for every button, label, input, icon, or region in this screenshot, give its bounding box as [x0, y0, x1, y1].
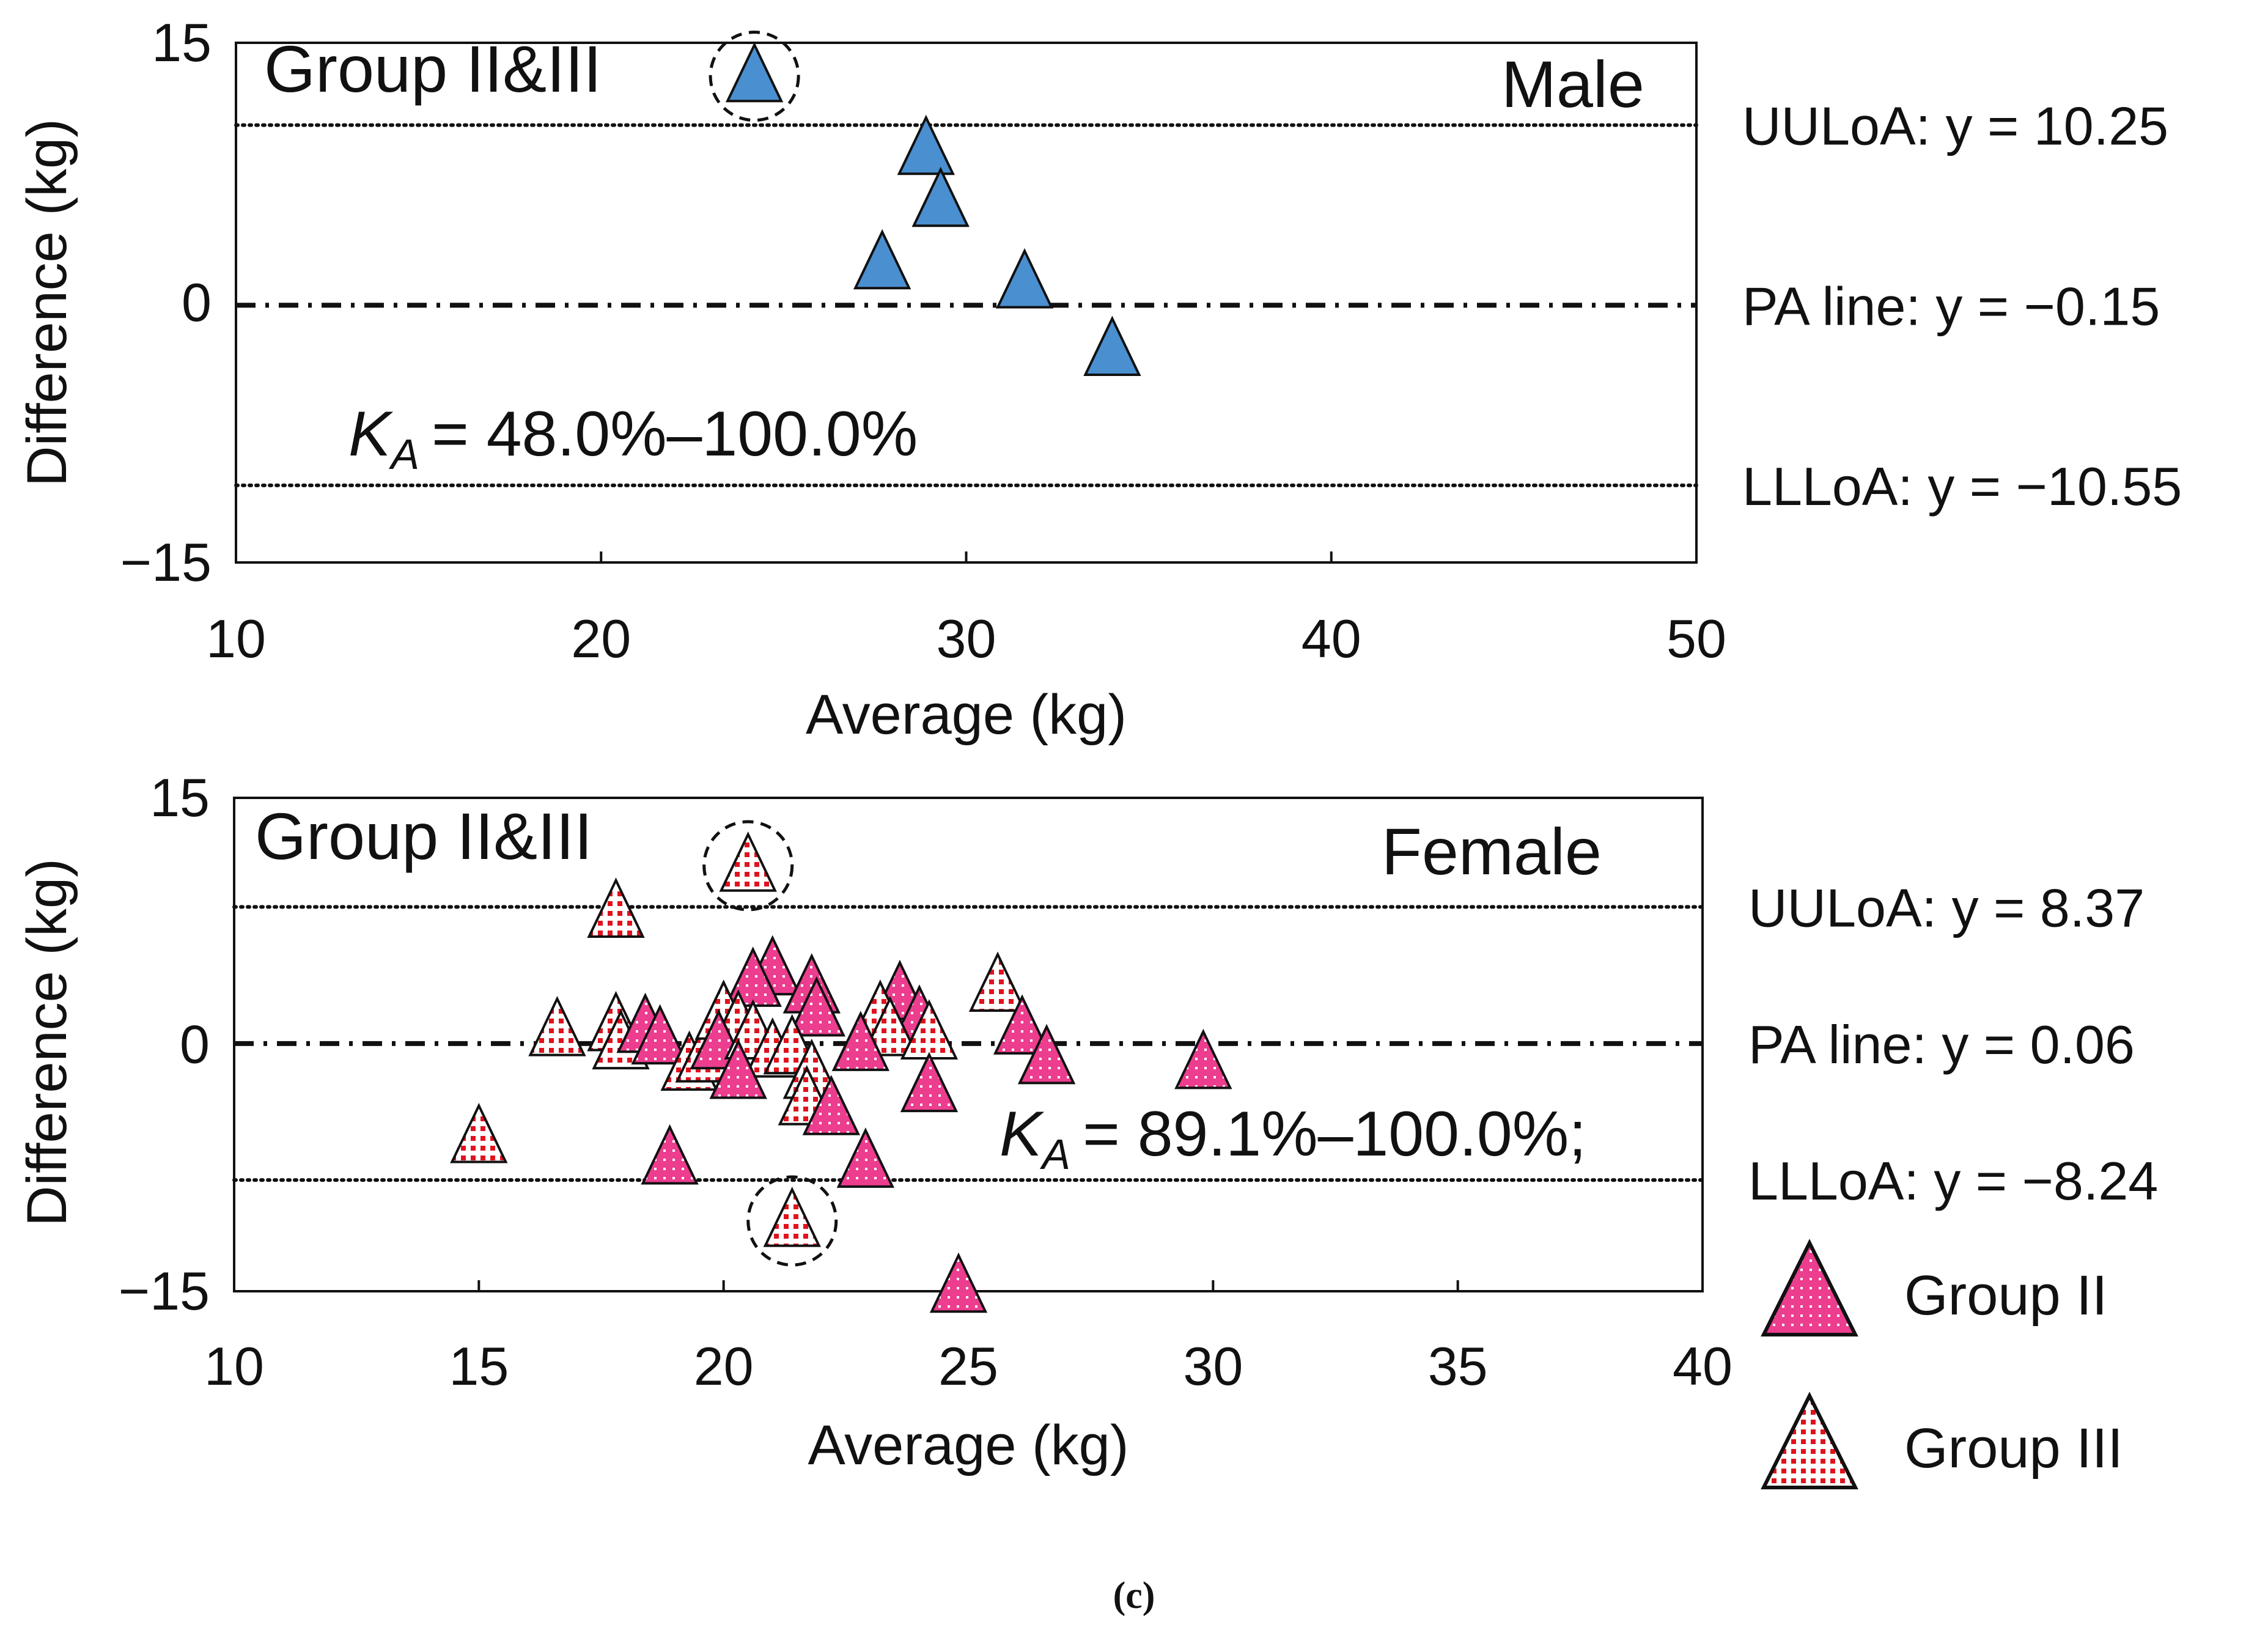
male-point-group-II-III: [897, 114, 955, 175]
female-point-group-II: [836, 1127, 895, 1188]
female-group-annotation: Group II&III: [255, 799, 592, 873]
female-point-group-III: [528, 995, 586, 1056]
female-point-group-III: [450, 1102, 508, 1163]
female-point-group-III: [587, 877, 645, 938]
female-point-group-II: [709, 1038, 767, 1099]
male-point-group-II-III: [1083, 315, 1141, 376]
male-x-axis-label: Average (kg): [806, 684, 1127, 746]
male-x-tick-label: 30: [937, 608, 996, 669]
female-ka-label: KA = 89.1%–100.0%;: [1000, 1099, 1586, 1178]
female-y-tick-label: 15: [150, 767, 210, 828]
male-y-axis-label: Difference (kg): [16, 119, 78, 487]
male-x-tick-label: 20: [571, 608, 631, 669]
female-x-tick-label: 20: [694, 1336, 754, 1396]
male-group-annotation: Group II&III: [264, 32, 602, 106]
female-point-group-III: [861, 995, 919, 1056]
female-point-group-II: [929, 1252, 988, 1313]
female-x-tick-label: 25: [938, 1336, 998, 1396]
male-outlier-circle: [709, 31, 800, 122]
female-point-group-II: [802, 1075, 860, 1135]
female-y-axis-label: Difference (kg): [16, 858, 78, 1226]
male-y-tick-label: 0: [182, 272, 212, 333]
female-point-group-II: [1174, 1028, 1232, 1089]
female-point-group-III: [763, 1187, 821, 1247]
figure-caption: (c): [1113, 1575, 1155, 1616]
male-point-group-II-III: [995, 248, 1054, 309]
female-panel-label: Female: [1382, 814, 1602, 888]
female-point-group-II: [900, 1052, 959, 1113]
legend-marker-group-ii: [1761, 1239, 1858, 1336]
male-llloa-label: LLLoA: y = −10.55: [1742, 456, 2182, 517]
male-panel-label: Male: [1501, 47, 1644, 121]
female-x-tick-label: 35: [1428, 1336, 1488, 1396]
female-x-tick-label: 15: [449, 1336, 509, 1396]
female-panel: 10 15 20 25 30 35 40 15 0 −15 Average (kg) Differen…: [16, 767, 2158, 1489]
female-y-tick-label: 0: [180, 1014, 210, 1075]
male-y-tick-label: 15: [152, 12, 212, 73]
legend-label-group-ii: Group II: [1904, 1264, 2107, 1327]
male-plot-frame: [235, 42, 1698, 564]
female-uuloa-label: UULoA: y = 8.37: [1748, 877, 2145, 938]
male-panel: 10 20 30 40 50 15 0 −15 Average (kg) Difference (…: [16, 12, 2182, 746]
female-x-axis-label: Average (kg): [808, 1414, 1128, 1476]
legend-label-group-iii: Group III: [1904, 1417, 2123, 1480]
female-x-tick-label: 10: [204, 1336, 264, 1396]
female-x-tick-label: 40: [1673, 1336, 1732, 1396]
female-y-tick-label: −15: [119, 1261, 210, 1321]
female-outlier-circle: [702, 820, 794, 912]
female-point-group-II: [831, 1011, 890, 1071]
female-point-group-II: [641, 1124, 699, 1185]
male-uuloa-label: UULoA: y = 10.25: [1742, 96, 2168, 157]
male-x-tick-label: 10: [206, 608, 266, 669]
male-ka-label: KA = 48.0%–100.0%: [348, 399, 918, 478]
male-x-tick-label: 40: [1302, 608, 1361, 669]
male-x-tick-label: 50: [1666, 608, 1726, 669]
male-point-group-II-III: [911, 166, 970, 227]
female-outlier-circle: [746, 1175, 838, 1267]
female-point-group-II: [787, 976, 845, 1037]
female-point-group-III: [968, 951, 1027, 1012]
female-point-group-II: [993, 994, 1051, 1055]
female-llloa-label: LLLoA: y = −8.24: [1748, 1151, 2158, 1211]
legend-marker-group-iii: [1761, 1392, 1858, 1489]
male-point-group-II-III: [725, 42, 784, 103]
male-point-group-II-III: [853, 229, 911, 290]
female-pa-label: PA line: y = 0.06: [1748, 1014, 2135, 1075]
female-point-group-II: [631, 1004, 689, 1065]
female-point-group-II: [1017, 1023, 1076, 1085]
male-pa-label: PA line: y = −0.15: [1742, 276, 2160, 336]
female-point-group-III: [719, 831, 777, 892]
female-x-tick-label: 30: [1183, 1336, 1243, 1396]
male-y-tick-label: −15: [120, 532, 212, 592]
